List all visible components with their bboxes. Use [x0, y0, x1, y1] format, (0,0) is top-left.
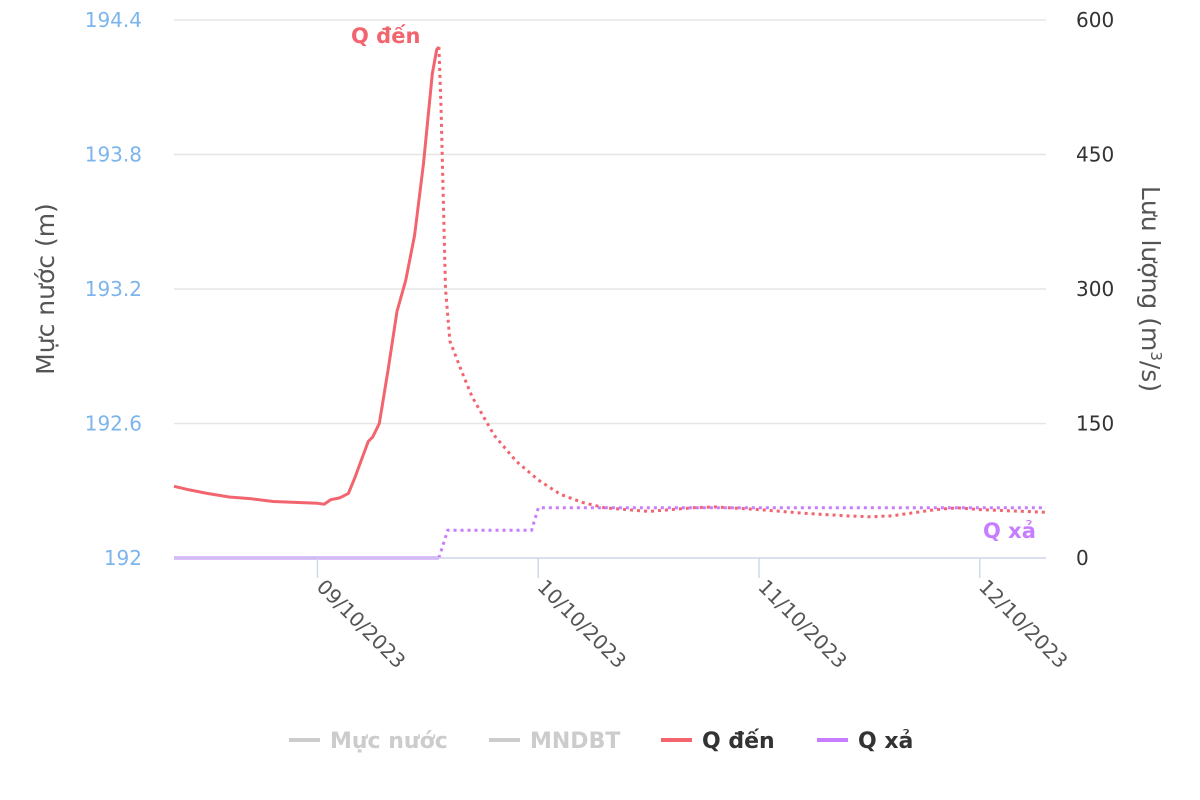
- q-xa-forecast-line: [437, 506, 1046, 559]
- legend-item-1[interactable]: MNDBT: [489, 729, 620, 754]
- series-labels: Q đến Q xả: [351, 24, 1036, 543]
- y-left-tick-label: 193.8: [85, 143, 142, 167]
- x-tick-label: 09/10/2023: [312, 575, 410, 673]
- axes: 194.4 193.8 193.2 192.6 192 600 450 300 150 0 09/1…: [85, 8, 1114, 673]
- y-left-tick-label: 192.6: [85, 412, 142, 436]
- y-axis-right-title-main: Lưu lượng (m: [1136, 186, 1165, 351]
- legend-item-2[interactable]: Q đến: [661, 729, 775, 754]
- q-den-peak-label: Q đến: [351, 24, 420, 48]
- legend-label: Mực nước: [330, 729, 448, 754]
- legend-item-3[interactable]: Q xả: [817, 729, 913, 754]
- legend-label: Q xả: [858, 729, 913, 754]
- y-axis-right-title-end: /s): [1136, 361, 1165, 392]
- y-axis-right-title-sup: 3: [1147, 351, 1165, 361]
- y-axis-left-title: Mực nước (m): [31, 203, 60, 375]
- y-left-tick-label: 193.2: [85, 277, 142, 301]
- legend: Mực nước MNDBT Q đến Q xả: [289, 729, 913, 754]
- y-right-tick-label: 0: [1076, 546, 1089, 570]
- y-axis-right-title: Lưu lượng (m3/s): [1136, 186, 1165, 392]
- q-xa-end-label: Q xả: [983, 519, 1036, 543]
- y-left-tick-label: 194.4: [85, 8, 142, 32]
- grid-lines: [174, 19, 1046, 425]
- series-layer: [173, 45, 1047, 560]
- y-left-tick-label: 192: [104, 546, 142, 570]
- x-tick-label: 10/10/2023: [533, 575, 631, 673]
- legend-label: MNDBT: [530, 729, 620, 754]
- legend-item-0[interactable]: Mực nước: [289, 729, 448, 754]
- legend-label: Q đến: [702, 729, 775, 754]
- x-tick-label: 12/10/2023: [974, 575, 1072, 673]
- y-right-tick-label: 300: [1076, 277, 1114, 301]
- y-right-tick-label: 600: [1076, 8, 1114, 32]
- q-den-observed-line: [173, 45, 441, 506]
- y-right-tick-label: 450: [1076, 143, 1114, 167]
- x-tick-label: 11/10/2023: [753, 575, 851, 673]
- q-den-forecast-line: [437, 46, 1047, 519]
- y-right-tick-label: 150: [1076, 412, 1114, 436]
